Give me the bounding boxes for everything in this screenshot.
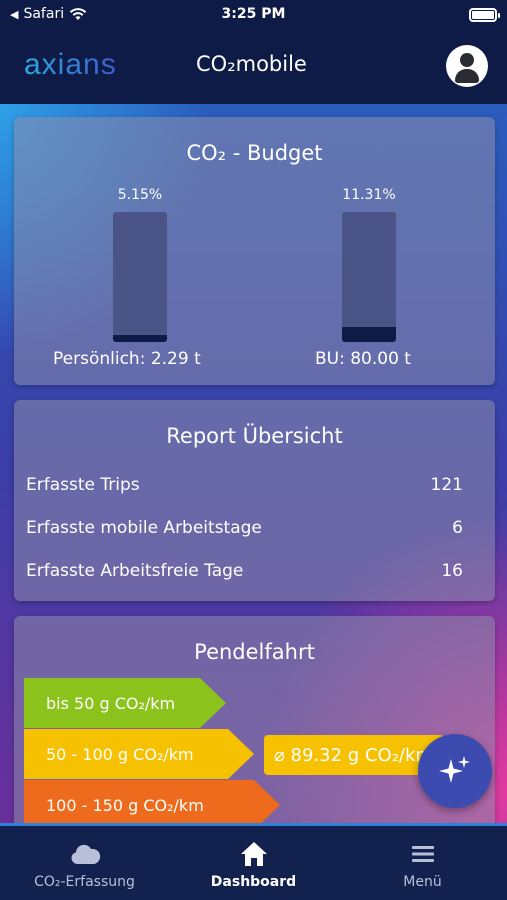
report-row-label: Erfasste Arbeitsfreie Tage [26,561,244,581]
commute-card: Pendelfahrt bis 50 g CO₂/km 50 - 100 g C… [14,616,495,846]
battery-icon [469,8,500,22]
budget-card: CO₂ - Budget 5.15% Persönlich: 2.29 t 11… [14,117,495,385]
average-emission-badge: ⌀ 89.32 g CO₂/km [264,735,444,775]
report-row-mobile-days: Erfasste mobile Arbeitstage 6 [26,518,463,538]
report-row-value: 6 [452,518,463,538]
bottom-navigation: CO₂-Erfassung Dashboard Menü [0,823,507,900]
personal-budget-bar [113,212,167,342]
personal-percent: 5.15% [117,187,163,203]
status-bar: ◀ Safari 3:25 PM [0,0,507,30]
nav-item-dashboard[interactable]: Dashboard [169,840,338,890]
category-arrow-green: bis 50 g CO₂/km [24,678,226,728]
wifi-icon [69,8,87,20]
report-row-value: 121 [430,475,463,495]
budget-title: CO₂ - Budget [186,141,323,165]
report-title: Report Übersicht [166,424,343,448]
bu-budget-fill [342,327,396,342]
report-row-value: 16 [441,561,463,581]
status-left[interactable]: ◀ Safari [10,6,87,22]
sparkle-fab-button[interactable] [418,734,492,808]
app-header: axians CO₂mobile [0,30,507,104]
commute-title: Pendelfahrt [194,640,315,664]
app-title: CO₂mobile [196,52,307,76]
sparkle-icon [439,756,470,783]
report-row-free-days: Erfasste Arbeitsfreie Tage 16 [26,561,463,581]
home-icon [240,842,267,866]
category-arrow-yellow: 50 - 100 g CO₂/km [24,729,254,779]
back-arrow-icon: ◀ [10,7,19,21]
report-card: Report Übersicht Erfasste Trips 121 Erfa… [14,400,495,601]
profile-avatar-button[interactable] [446,45,488,87]
personal-budget-label: Persönlich: 2.29 t [53,349,201,369]
personal-budget-fill [113,335,167,342]
category-arrow-orange: 100 - 150 g CO₂/km [24,780,280,830]
nav-item-menu[interactable]: Menü [338,840,507,890]
category-label: 100 - 150 g CO₂/km [46,795,204,815]
nav-label: CO₂-Erfassung [34,874,135,890]
report-row-trips: Erfasste Trips 121 [26,475,463,495]
bu-budget-bar [342,212,396,342]
axians-logo: axians [24,48,117,81]
back-app-label: Safari [23,6,65,22]
nav-item-co2-erfassung[interactable]: CO₂-Erfassung [0,840,169,890]
nav-label: Menü [403,874,442,890]
menu-icon [411,846,434,862]
bu-percent: 11.31% [342,187,396,203]
bu-budget-label: BU: 80.00 t [315,349,411,369]
category-label: 50 - 100 g CO₂/km [46,744,194,764]
nav-label: Dashboard [210,874,297,890]
report-row-label: Erfasste mobile Arbeitstage [26,518,262,538]
cloud-icon [70,844,100,864]
category-label: bis 50 g CO₂/km [46,693,176,713]
user-icon [460,53,474,67]
report-row-label: Erfasste Trips [26,475,140,495]
status-time: 3:25 PM [221,6,286,22]
